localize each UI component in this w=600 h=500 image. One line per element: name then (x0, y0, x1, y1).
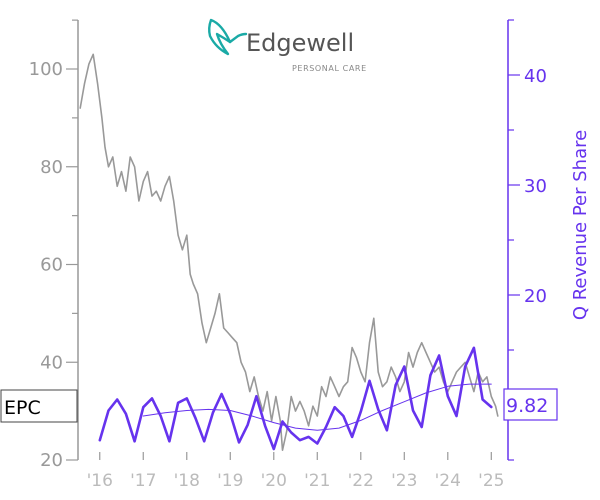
revenue-line (98, 346, 493, 451)
last-value-label: 9.82 (503, 388, 558, 421)
price-line (79, 53, 499, 452)
x-tick-label: '19 (217, 471, 243, 491)
right-tick-label: 40 (524, 66, 547, 87)
right-tick-label: 30 (524, 176, 547, 197)
ticker-label: EPC (0, 389, 78, 423)
brand-tagline: PERSONAL CARE (292, 64, 367, 73)
right-tick-label: 20 (524, 286, 547, 307)
x-tick-label: '22 (348, 471, 374, 491)
brand-logo: Edgewell PERSONAL CARE (208, 18, 367, 73)
x-tick-label: '16 (87, 471, 113, 491)
x-tick-label: '23 (391, 471, 417, 491)
left-tick-label: 100 (29, 59, 63, 80)
x-tick-label: '25 (478, 471, 504, 491)
left-tick-label: 40 (40, 352, 63, 373)
left-tick-label: 60 (40, 255, 63, 276)
x-tick-label: '21 (304, 471, 330, 491)
series-layer (79, 53, 499, 452)
x-tick-label: '18 (174, 471, 200, 491)
brand-name: Edgewell (246, 29, 354, 57)
left-tick-label: 20 (40, 450, 63, 471)
axes: 20 40 60 80 100 20 30 40 '16 '17 '18 '19 '20 '21 '22 '2… (29, 19, 547, 491)
left-tick-label: 80 (40, 157, 63, 178)
x-tick-label: '20 (261, 471, 287, 491)
x-tick-label: '17 (130, 471, 156, 491)
ticker-symbol: EPC (4, 397, 41, 419)
revenue-trend-line (142, 383, 492, 431)
last-value-text: 9.82 (506, 395, 548, 417)
x-tick-label: '24 (435, 471, 461, 491)
hummingbird-icon (208, 18, 248, 56)
right-axis-title: Q Revenue Per Share (570, 130, 591, 320)
